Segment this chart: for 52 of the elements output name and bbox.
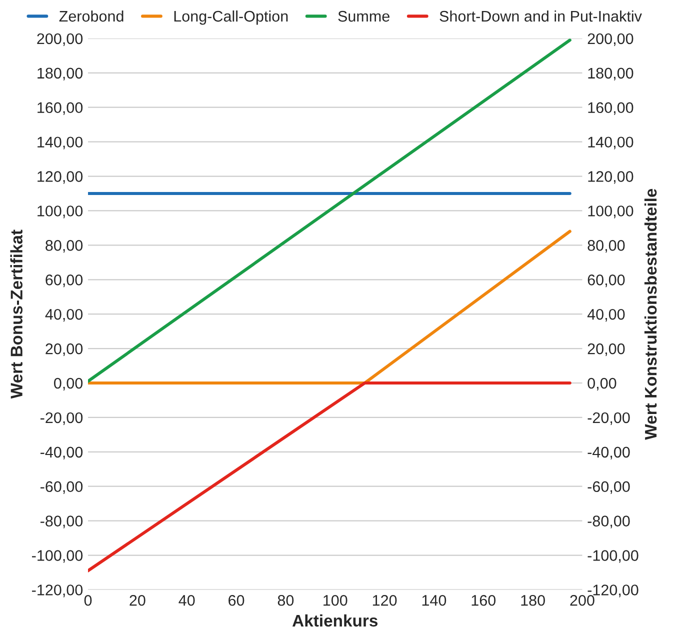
x-tick-label: 180 [521,594,545,606]
legend-label: Long-Call-Option [174,10,288,25]
y-tick-label: 0,00 [54,378,83,390]
y2-tick-label: -60,00 [588,481,630,494]
y-tick-label: -60,00 [40,481,83,494]
y2-tick-label: 80,00 [588,240,625,253]
y-tick-label: -100,00 [32,550,83,563]
y-tick-label: 160,00 [38,102,83,115]
y2-tick-label: 60,00 [588,274,625,288]
x-axis-title: Aktienkurs [292,614,378,627]
y2-tick-label: -40,00 [588,446,630,460]
legend-label: Summe [338,10,390,22]
x-tick-label: 200 [570,594,594,606]
y2-tick-label: 140,00 [588,136,634,150]
x-tick-label: 20 [130,594,146,606]
y-tick-label: -80,00 [40,516,83,528]
y2-tick-label: 200,00 [588,33,634,46]
x-tick-label: 160 [472,594,496,606]
y-tick-label: 80,00 [46,240,83,253]
x-tick-label: 60 [228,594,244,606]
y2-tick-label: -80,00 [588,516,630,528]
y-tick-label: -120,00 [32,584,83,598]
x-tick-label: 100 [324,594,348,606]
y2-tick-label: 120,00 [588,171,634,184]
y-tick-label: -20,00 [40,412,83,425]
y-tick-label: 60,00 [46,274,83,288]
y2-tick-label: 0,00 [588,378,616,390]
y2-tick-label: -20,00 [588,412,630,425]
y2-tick-label: 100,00 [588,206,634,218]
y2-tick-label: 40,00 [587,308,625,322]
y-tick-label: 140,00 [38,136,83,150]
y2-axis-title: Wert Konstruktionsbestandteile [644,188,657,440]
legend-label: Short-Down and in Put-Inaktiv [440,10,642,22]
y2-tick-label: -100,00 [588,550,638,563]
y-tick-label: 100,00 [38,206,83,218]
y2-tick-label: -120,00 [588,584,638,598]
y2-tick-label: 180,00 [588,68,634,80]
legend-label: Zerobond [59,10,124,22]
y-tick-label: 120,00 [38,171,83,184]
y-axis-title: Wert Bonus-Zertifikat [10,230,22,399]
y2-tick-label: 20,00 [588,343,625,356]
x-tick-label: 0 [84,594,92,606]
y-tick-label: 20,00 [46,343,83,356]
y-tick-label: 40,00 [45,308,83,322]
x-tick-label: 80 [278,594,294,606]
y-tick-label: 180,00 [38,68,83,80]
y2-tick-label: 160,00 [588,102,634,115]
y-tick-label: 200,00 [37,33,83,46]
x-tick-label: 40 [178,594,195,606]
x-tick-label: 140 [422,594,446,606]
x-tick-label: 120 [372,594,397,606]
y-tick-label: -40,00 [40,446,83,460]
